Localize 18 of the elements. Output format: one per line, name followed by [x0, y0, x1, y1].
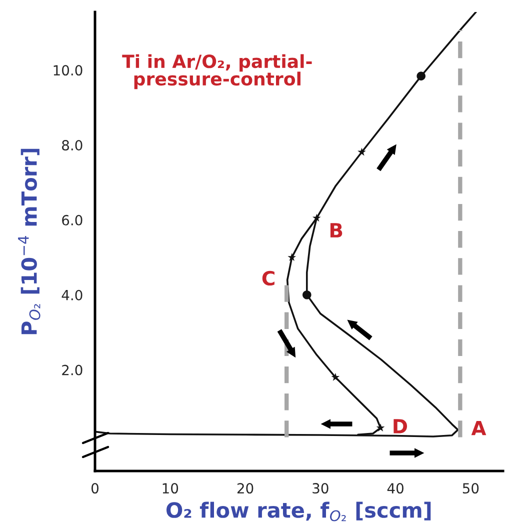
x-tick-label: 30 [312, 483, 328, 494]
x-tick-label: 0 [91, 483, 98, 494]
x-tick-label: 40 [387, 483, 404, 494]
y-axis-title: P$_{O₂}$ [10$^{−4}$ mTorr] [18, 148, 40, 334]
y-tick-label: 10.0 [54, 65, 82, 76]
text: Ti in Ar/O₂, partial- pressure-control [122, 54, 312, 90]
annotation: C [262, 270, 274, 286]
y-tick-label: 8.0 [62, 140, 82, 150]
y-tick-label: 6.0 [62, 214, 82, 226]
y-tick-label: 4.0 [62, 290, 82, 300]
annotation: A [471, 420, 486, 436]
x-tick-label: 20 [237, 483, 254, 494]
x-tick-label: 50 [462, 483, 479, 494]
annotation: B [330, 223, 342, 238]
annotation: D [394, 419, 408, 434]
x-axis-title: O₂ flow rate, f$_{O₂}$ [sccm] [166, 502, 431, 522]
y-tick-label: 2.0 [62, 364, 82, 376]
x-tick-label: 10 [162, 483, 178, 494]
